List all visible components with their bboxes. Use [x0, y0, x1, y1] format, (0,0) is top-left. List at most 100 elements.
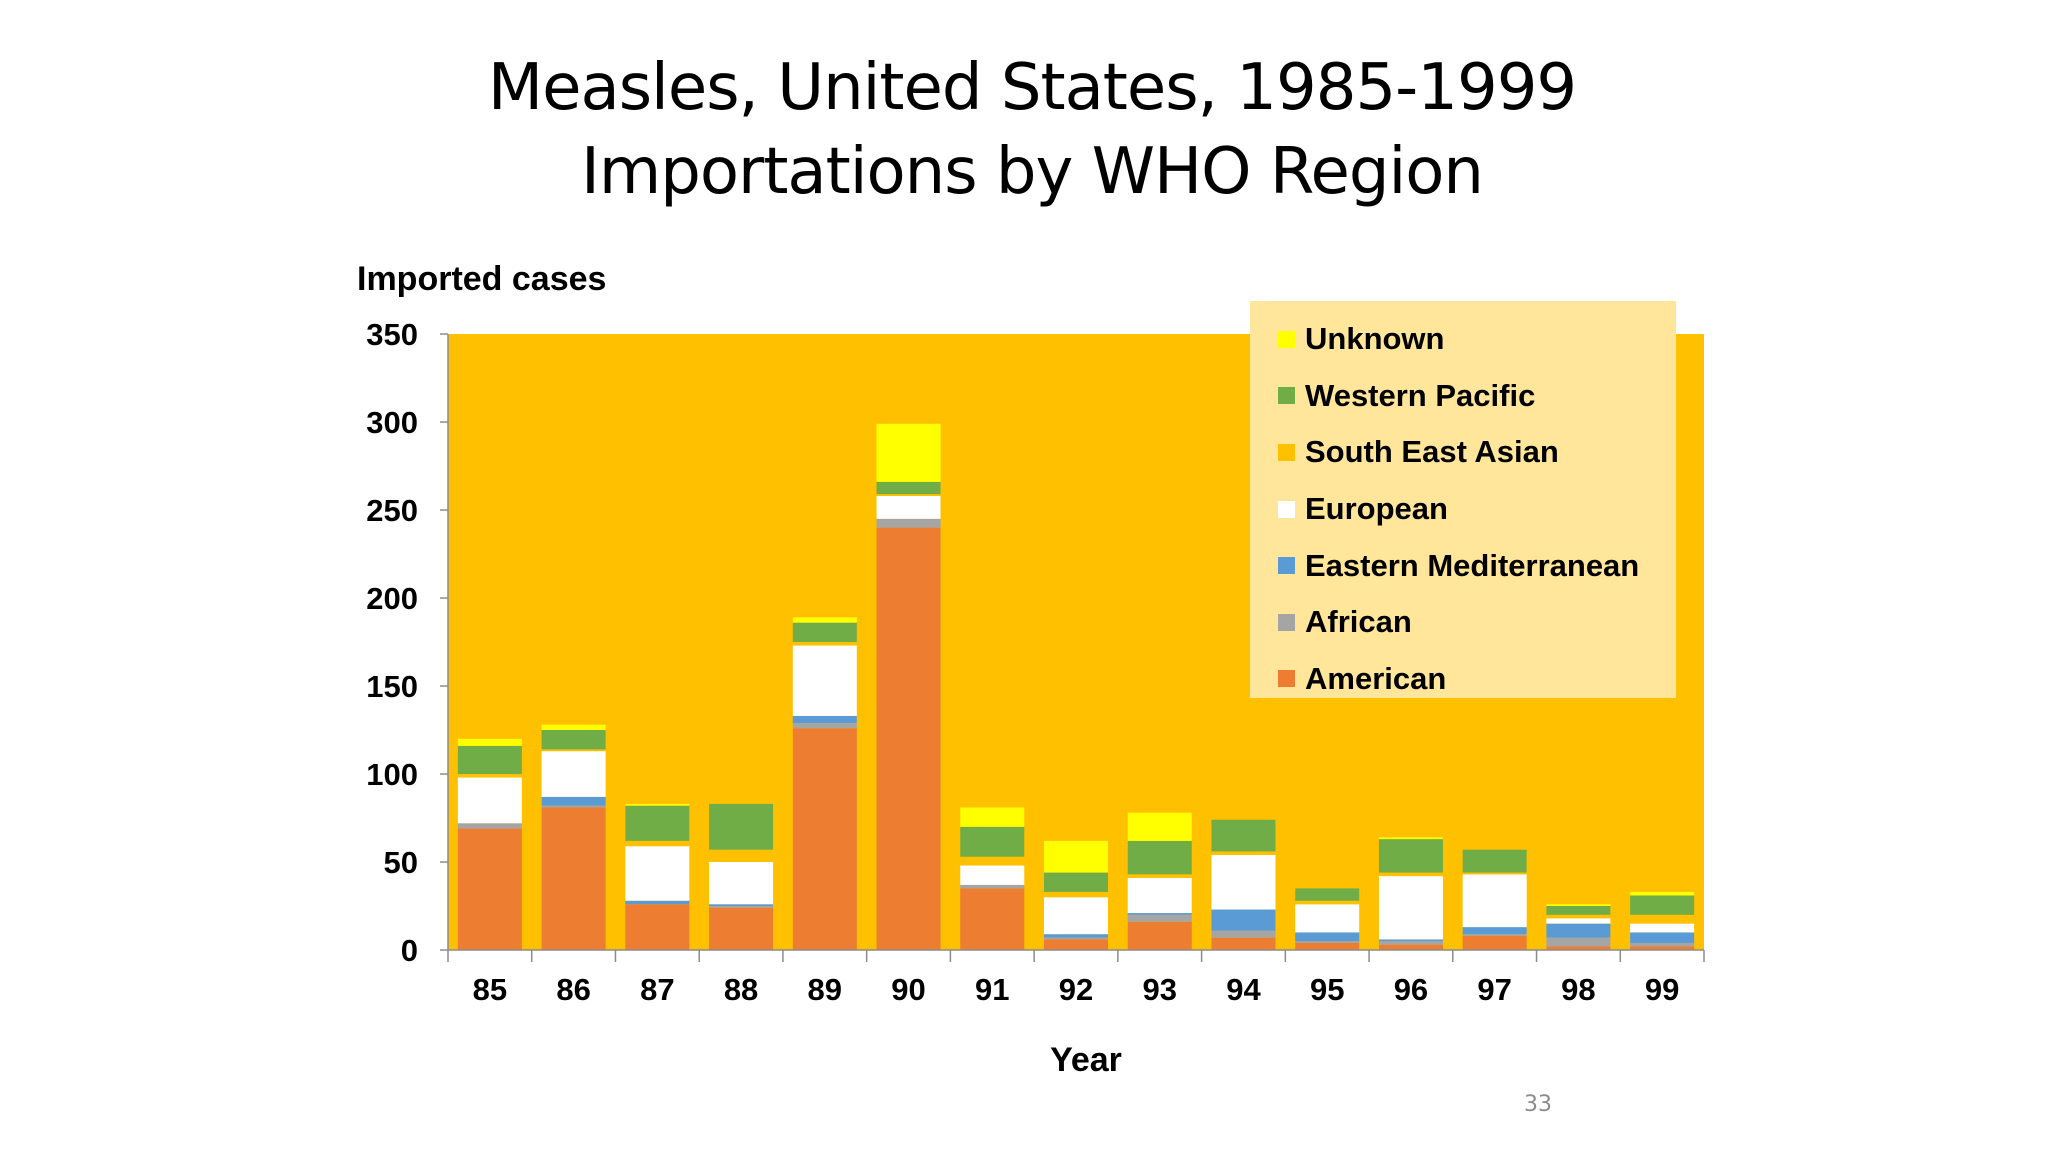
legend-item-european: European: [1278, 481, 1676, 538]
title-line-1: Measles, United States, 1985-1999: [487, 51, 1577, 125]
bar-92-south-east-asian: [1044, 891, 1108, 898]
bar-91-african: [960, 884, 1025, 889]
bar-98-south-east-asian: [1546, 914, 1611, 919]
y-tick-label-300: 300: [366, 405, 418, 440]
bar-94-eastern-mediterranean: [1211, 909, 1276, 931]
legend-label-african: African: [1305, 604, 1412, 640]
y-tick-label-100: 100: [366, 757, 418, 792]
bar-99-eastern-mediterranean: [1630, 932, 1695, 943]
bar-96-western-pacific: [1378, 839, 1443, 873]
legend-item-african: African: [1278, 594, 1676, 651]
bar-97-american: [1462, 935, 1527, 950]
legend-label-european: European: [1305, 491, 1448, 527]
bar-87-american: [625, 904, 690, 950]
bar-93-south-east-asian: [1127, 874, 1192, 878]
legend-swatch-unknown: [1278, 330, 1295, 348]
x-tick-label-96: 96: [1394, 972, 1428, 1007]
bar-96-african: [1378, 941, 1443, 945]
x-tick-label-87: 87: [640, 972, 674, 1007]
bar-85-south-east-asian: [457, 774, 522, 778]
x-tick-label-94: 94: [1226, 972, 1261, 1007]
bar-95-american: [1295, 942, 1360, 950]
bar-87-eastern-mediterranean: [625, 900, 690, 905]
bar-92-european: [1044, 897, 1108, 935]
bar-86-unknown: [541, 724, 606, 730]
bar-93-unknown: [1127, 812, 1192, 841]
bar-98-eastern-mediterranean: [1546, 923, 1611, 938]
legend-swatch-south-east-asian: [1278, 443, 1295, 461]
bar-85-unknown: [457, 738, 522, 746]
y-tick-label-350: 350: [366, 317, 418, 352]
bar-88-american: [709, 907, 774, 950]
bar-95-western-pacific: [1295, 888, 1360, 901]
bar-93-eastern-mediterranean: [1127, 913, 1192, 915]
bar-89-unknown: [792, 617, 857, 623]
legend-item-american: American: [1278, 651, 1676, 708]
bar-91-western-pacific: [960, 826, 1025, 857]
bar-89-south-east-asian: [792, 642, 857, 646]
legend-label-eastern-mediterranean: Eastern Mediterranean: [1305, 547, 1640, 583]
bar-94-african: [1211, 930, 1276, 938]
bar-87-south-east-asian: [625, 840, 690, 847]
bar-88-south-east-asian: [709, 849, 774, 862]
bar-96-american: [1378, 944, 1443, 950]
title-line-2: Importations by WHO Region: [581, 135, 1484, 209]
bars-layer: [457, 423, 1695, 950]
bar-88-eastern-mediterranean: [709, 904, 774, 906]
bar-88-african: [709, 906, 774, 908]
x-tick-label-93: 93: [1142, 972, 1176, 1007]
y-tick-label-200: 200: [366, 581, 418, 616]
bar-89-eastern-mediterranean: [792, 715, 857, 723]
bar-86-south-east-asian: [541, 749, 606, 752]
bar-97-african: [1462, 934, 1527, 936]
bar-91-american: [960, 888, 1025, 950]
x-tick-label-95: 95: [1310, 972, 1344, 1007]
legend-item-eastern-mediterranean: Eastern Mediterranean: [1278, 537, 1676, 594]
bar-88-european: [709, 862, 774, 905]
bar-99-south-east-asian: [1630, 914, 1695, 924]
bar-90-unknown: [876, 423, 941, 482]
bar-86-eastern-mediterranean: [541, 796, 606, 806]
bar-97-european: [1462, 874, 1527, 928]
bar-94-european: [1211, 854, 1276, 910]
bar-85-american: [457, 828, 522, 950]
bar-95-european: [1295, 904, 1360, 933]
legend-label-american: American: [1305, 660, 1447, 696]
bar-86-western-pacific: [541, 730, 606, 750]
bar-98-african: [1546, 937, 1611, 947]
legend-swatch-european: [1278, 500, 1295, 518]
bar-99-european: [1630, 923, 1695, 933]
bar-90-american: [876, 527, 941, 950]
bar-92-eastern-mediterranean: [1044, 934, 1108, 938]
legend-item-unknown: Unknown: [1278, 311, 1676, 368]
bar-85-european: [457, 777, 522, 824]
bar-90-western-pacific: [876, 481, 941, 495]
bar-85-african: [457, 823, 522, 829]
bar-86-european: [541, 751, 606, 797]
legend-swatch-african: [1278, 613, 1295, 631]
bar-98-unknown: [1546, 904, 1611, 906]
x-tick-label-92: 92: [1059, 972, 1093, 1007]
bar-91-european: [960, 865, 1025, 885]
bar-91-south-east-asian: [960, 856, 1025, 866]
bar-90-african: [876, 518, 941, 528]
legend-item-western-pacific: Western Pacific: [1278, 368, 1676, 425]
bar-93-african: [1127, 914, 1192, 922]
x-tick-label-90: 90: [891, 972, 925, 1007]
x-tick-label-85: 85: [473, 972, 507, 1007]
legend-label-unknown: Unknown: [1305, 321, 1445, 357]
x-tick-label-91: 91: [975, 972, 1009, 1007]
page-number: 33: [1524, 1092, 1552, 1117]
bar-87-western-pacific: [625, 805, 690, 841]
bar-93-western-pacific: [1127, 840, 1192, 875]
x-tick-label-98: 98: [1561, 972, 1595, 1007]
y-tick-label-150: 150: [366, 669, 418, 704]
bar-89-african: [792, 722, 857, 729]
bar-96-unknown: [1378, 837, 1443, 840]
bar-95-south-east-asian: [1295, 900, 1360, 905]
bar-96-european: [1378, 876, 1443, 940]
bar-97-south-east-asian: [1462, 872, 1527, 875]
slide-title: Measles, United States, 1985-1999 Import…: [0, 46, 2048, 214]
bar-90-south-east-asian: [876, 494, 941, 496]
